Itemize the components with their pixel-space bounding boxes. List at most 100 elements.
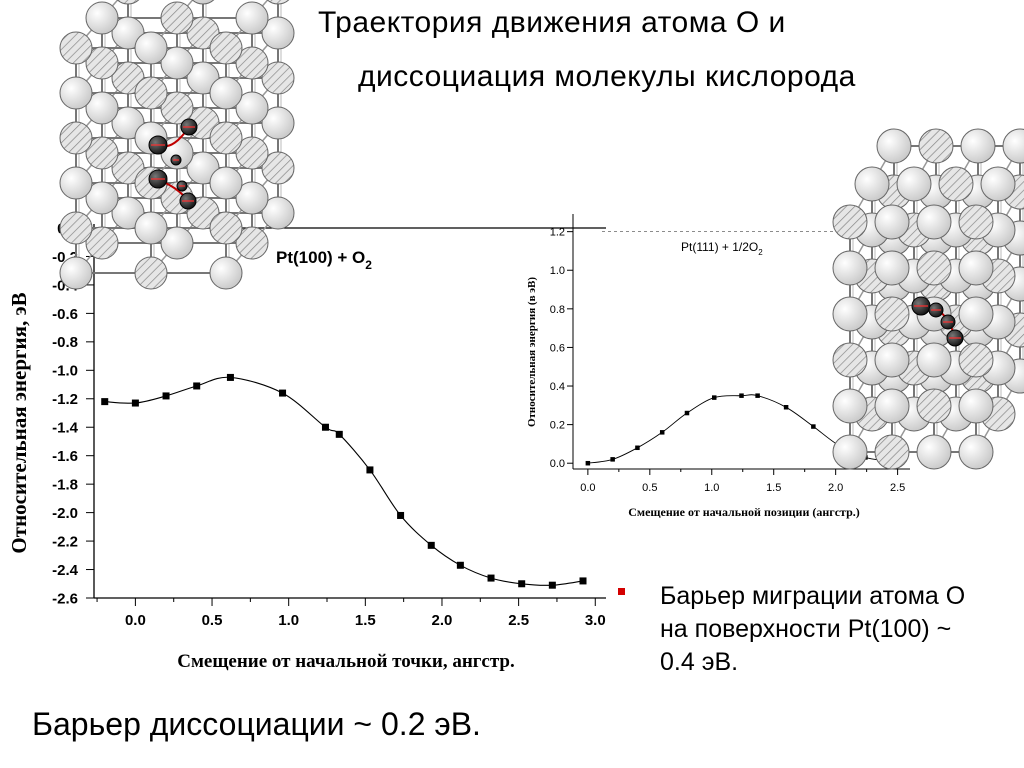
inset-chart-x-tick-label: 2.0 <box>828 482 843 494</box>
pt-atom <box>916 388 952 424</box>
pt-atom <box>874 250 910 286</box>
pt-atom <box>85 136 119 170</box>
pt-atom <box>958 250 994 286</box>
pt-atom <box>235 226 269 260</box>
main-chart-title: Pt(100) + O2 <box>276 248 372 272</box>
pt-atom <box>261 16 295 50</box>
pt-atom <box>111 16 145 50</box>
pt-atom <box>958 388 994 424</box>
pt-atom <box>832 342 868 378</box>
main-chart-y-tick-label: -0.8 <box>52 334 78 351</box>
pt-atom <box>191 0 215 5</box>
pt-atom <box>832 434 868 470</box>
pt-atom <box>832 204 868 240</box>
main-chart-y-tick-label: -1.2 <box>52 391 78 408</box>
main-chart-data-point <box>162 392 170 400</box>
pt-atom <box>186 16 220 50</box>
main-chart-data-point <box>279 389 287 397</box>
pt-atom <box>85 1 119 35</box>
pt111-lattice-atoms <box>832 128 1024 470</box>
main-chart-data-point <box>548 581 556 589</box>
main-chart-y-tick-label: -0.6 <box>52 306 78 323</box>
inset-chart-y-tick-label: 0.0 <box>550 458 565 470</box>
pt-atom <box>160 226 194 260</box>
dissociation-barrier-text: Барьер диссоциации ~ 0.2 эВ. <box>32 706 481 742</box>
inset-chart-x-tick-label: 0.0 <box>580 482 595 494</box>
pt-atom <box>874 342 910 378</box>
inset-chart-x-tick-label: 2.5 <box>890 482 905 494</box>
pt-atom <box>876 128 912 164</box>
pt-atom <box>85 181 119 215</box>
main-chart-data-point <box>321 423 329 431</box>
main-chart-y-tick-label: -1.0 <box>52 363 78 380</box>
pt-atom <box>186 151 220 185</box>
pt-atom <box>854 166 890 202</box>
pt-atom <box>261 151 295 185</box>
pt-atom <box>916 342 952 378</box>
main-chart-x-tick-label: 1.5 <box>355 612 376 629</box>
pt-atom <box>1002 128 1024 164</box>
pt-atom <box>116 0 140 5</box>
pt-atom <box>134 211 168 245</box>
slide-title-line-1: Траектория движения атома О и <box>318 6 786 39</box>
migration-barrier-text: Барьер миграции атома О на поверхности P… <box>660 582 966 676</box>
pt-atom <box>134 31 168 65</box>
main-chart-x-tick-label: 2.0 <box>432 612 453 629</box>
pt-atom <box>111 106 145 140</box>
pt-atom <box>59 211 93 245</box>
inset-chart-data-point <box>684 410 690 416</box>
main-chart-x-tick-label: 3.0 <box>585 612 606 629</box>
pt-atom <box>235 46 269 80</box>
pt-atom <box>134 76 168 110</box>
pt-atom <box>160 91 194 125</box>
main-chart-data-point <box>131 399 139 407</box>
main-chart-x-tick-label: 0.5 <box>202 612 223 629</box>
pt-atom <box>59 31 93 65</box>
inset-chart-title-text: Pt(111) + 1/2O <box>681 240 758 254</box>
pt-atom <box>916 434 952 470</box>
inset-chart-data-point <box>585 460 591 466</box>
main-chart-y-tick-label: -1.6 <box>52 448 78 465</box>
main-chart-y-tick-label: -1.4 <box>52 420 79 437</box>
slide-title-line-2: диссоциация молекулы кислорода <box>358 60 856 93</box>
inset-chart-data-point <box>711 395 717 400</box>
pt-atom <box>85 91 119 125</box>
pt-atom <box>209 121 243 155</box>
inset-chart-y-tick-label: 1.0 <box>550 265 565 277</box>
main-chart-data-point <box>487 574 495 582</box>
main-chart-x-tick-label: 0.0 <box>125 612 146 629</box>
inset-chart-y-tick-label: 0.8 <box>550 304 565 316</box>
pt-atom <box>874 388 910 424</box>
inset-chart-data-point <box>755 393 760 398</box>
pt-atom <box>960 128 996 164</box>
pt-atom <box>874 434 910 470</box>
inset-chart-title-subscript: 2 <box>758 248 763 257</box>
inset-chart-y-axis-label: Относительная энергия (в эВ) <box>526 277 538 427</box>
pt-atom <box>160 46 194 80</box>
main-chart-x-tick-label: 1.0 <box>278 612 299 629</box>
pt-atom <box>832 250 868 286</box>
pt-atom <box>958 204 994 240</box>
pt100-oxygen-trajectory <box>148 118 198 210</box>
inset-chart-data-point <box>811 424 816 429</box>
main-chart-data-point <box>518 580 526 588</box>
pt-atom <box>958 342 994 378</box>
main-chart-title-subscript: 2 <box>365 258 372 272</box>
pt-atom <box>235 181 269 215</box>
main-chart-data-point <box>579 577 587 585</box>
pt-atom <box>235 91 269 125</box>
pt-atom <box>261 61 295 95</box>
inset-chart-y-tick-label: 0.6 <box>550 342 565 354</box>
main-chart-data-point <box>397 511 405 519</box>
main-chart-y-tick-label: -2.6 <box>52 590 78 607</box>
pt-atom <box>958 296 994 332</box>
pt-atom <box>874 204 910 240</box>
main-chart-y-tick-label: -1.8 <box>52 477 78 494</box>
pt-atom <box>59 256 93 290</box>
main-chart-data-point <box>366 466 374 474</box>
pt-atom <box>59 76 93 110</box>
main-chart-y-tick-label: -2.0 <box>52 505 78 522</box>
pt-atom <box>209 166 243 200</box>
